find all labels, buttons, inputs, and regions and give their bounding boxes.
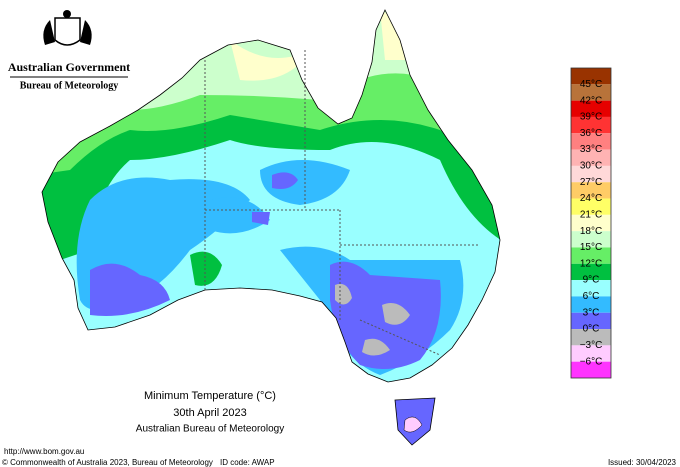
government: Australian Government bbox=[8, 60, 130, 74]
legend: 45°C 42°C 39°C 36°C 33°C 30°C 27°C 24°C 21°C 18°C… bbox=[570, 67, 612, 379]
map-date: 30th April 2023 bbox=[173, 407, 246, 419]
legend-swatch bbox=[571, 116, 611, 134]
legend-swatch bbox=[571, 280, 611, 297]
legend-label: 39°C bbox=[580, 112, 602, 123]
legend-label: 45°C bbox=[580, 79, 602, 90]
legend-label: −6°C bbox=[580, 356, 603, 367]
url: http://www.bom.gov.au bbox=[4, 447, 84, 456]
state-borders bbox=[204, 50, 480, 356]
legend-swatch bbox=[571, 345, 611, 362]
legend-swatch bbox=[571, 84, 611, 101]
legend-swatch bbox=[571, 198, 611, 215]
issued: Issued: 30/04/2023 bbox=[608, 458, 677, 467]
legend-swatch bbox=[571, 296, 611, 313]
legend-swatch bbox=[571, 231, 611, 248]
agency: Bureau of Meteorology bbox=[20, 80, 119, 91]
crest bbox=[43, 10, 92, 46]
legend-label: 3°C bbox=[583, 307, 600, 318]
legend-swatch bbox=[571, 247, 611, 264]
id-code: ID code: AWAP bbox=[220, 458, 275, 467]
legend-swatch bbox=[571, 263, 611, 281]
legend-swatch bbox=[571, 214, 611, 232]
legend-swatch bbox=[571, 149, 611, 166]
legend-label: 0°C bbox=[583, 324, 600, 335]
legend-label: 27°C bbox=[580, 177, 602, 188]
legend-swatch bbox=[571, 100, 611, 117]
legend-label: 30°C bbox=[580, 161, 602, 172]
legend-label: 21°C bbox=[580, 209, 602, 220]
map-title: Minimum Temperature (°C) bbox=[144, 390, 276, 402]
legend-swatch bbox=[571, 329, 611, 346]
legend-label: 42°C bbox=[580, 95, 602, 106]
legend-label: −3°C bbox=[580, 340, 603, 351]
legend-label: 12°C bbox=[580, 258, 602, 269]
legend-frame bbox=[570, 67, 612, 379]
legend-label: 33°C bbox=[580, 144, 602, 155]
map-source: Australian Bureau of Meteorology bbox=[136, 424, 284, 435]
legend-label: 9°C bbox=[583, 275, 600, 286]
legend-swatch bbox=[571, 133, 611, 150]
copyright: © Commonwealth of Australia 2023, Bureau… bbox=[2, 458, 213, 467]
legend-swatch bbox=[571, 361, 611, 378]
tasmania-cold bbox=[403, 416, 423, 433]
legend-label: 36°C bbox=[580, 128, 602, 139]
legend-swatch bbox=[571, 312, 611, 330]
legend-label: 6°C bbox=[583, 291, 600, 302]
legend-label: 15°C bbox=[580, 242, 602, 253]
legend-swatch bbox=[571, 165, 611, 183]
legend-swatch bbox=[571, 68, 611, 85]
legend-swatch bbox=[571, 182, 611, 199]
legend-label: 18°C bbox=[580, 226, 602, 237]
legend-label: 24°C bbox=[580, 193, 602, 204]
